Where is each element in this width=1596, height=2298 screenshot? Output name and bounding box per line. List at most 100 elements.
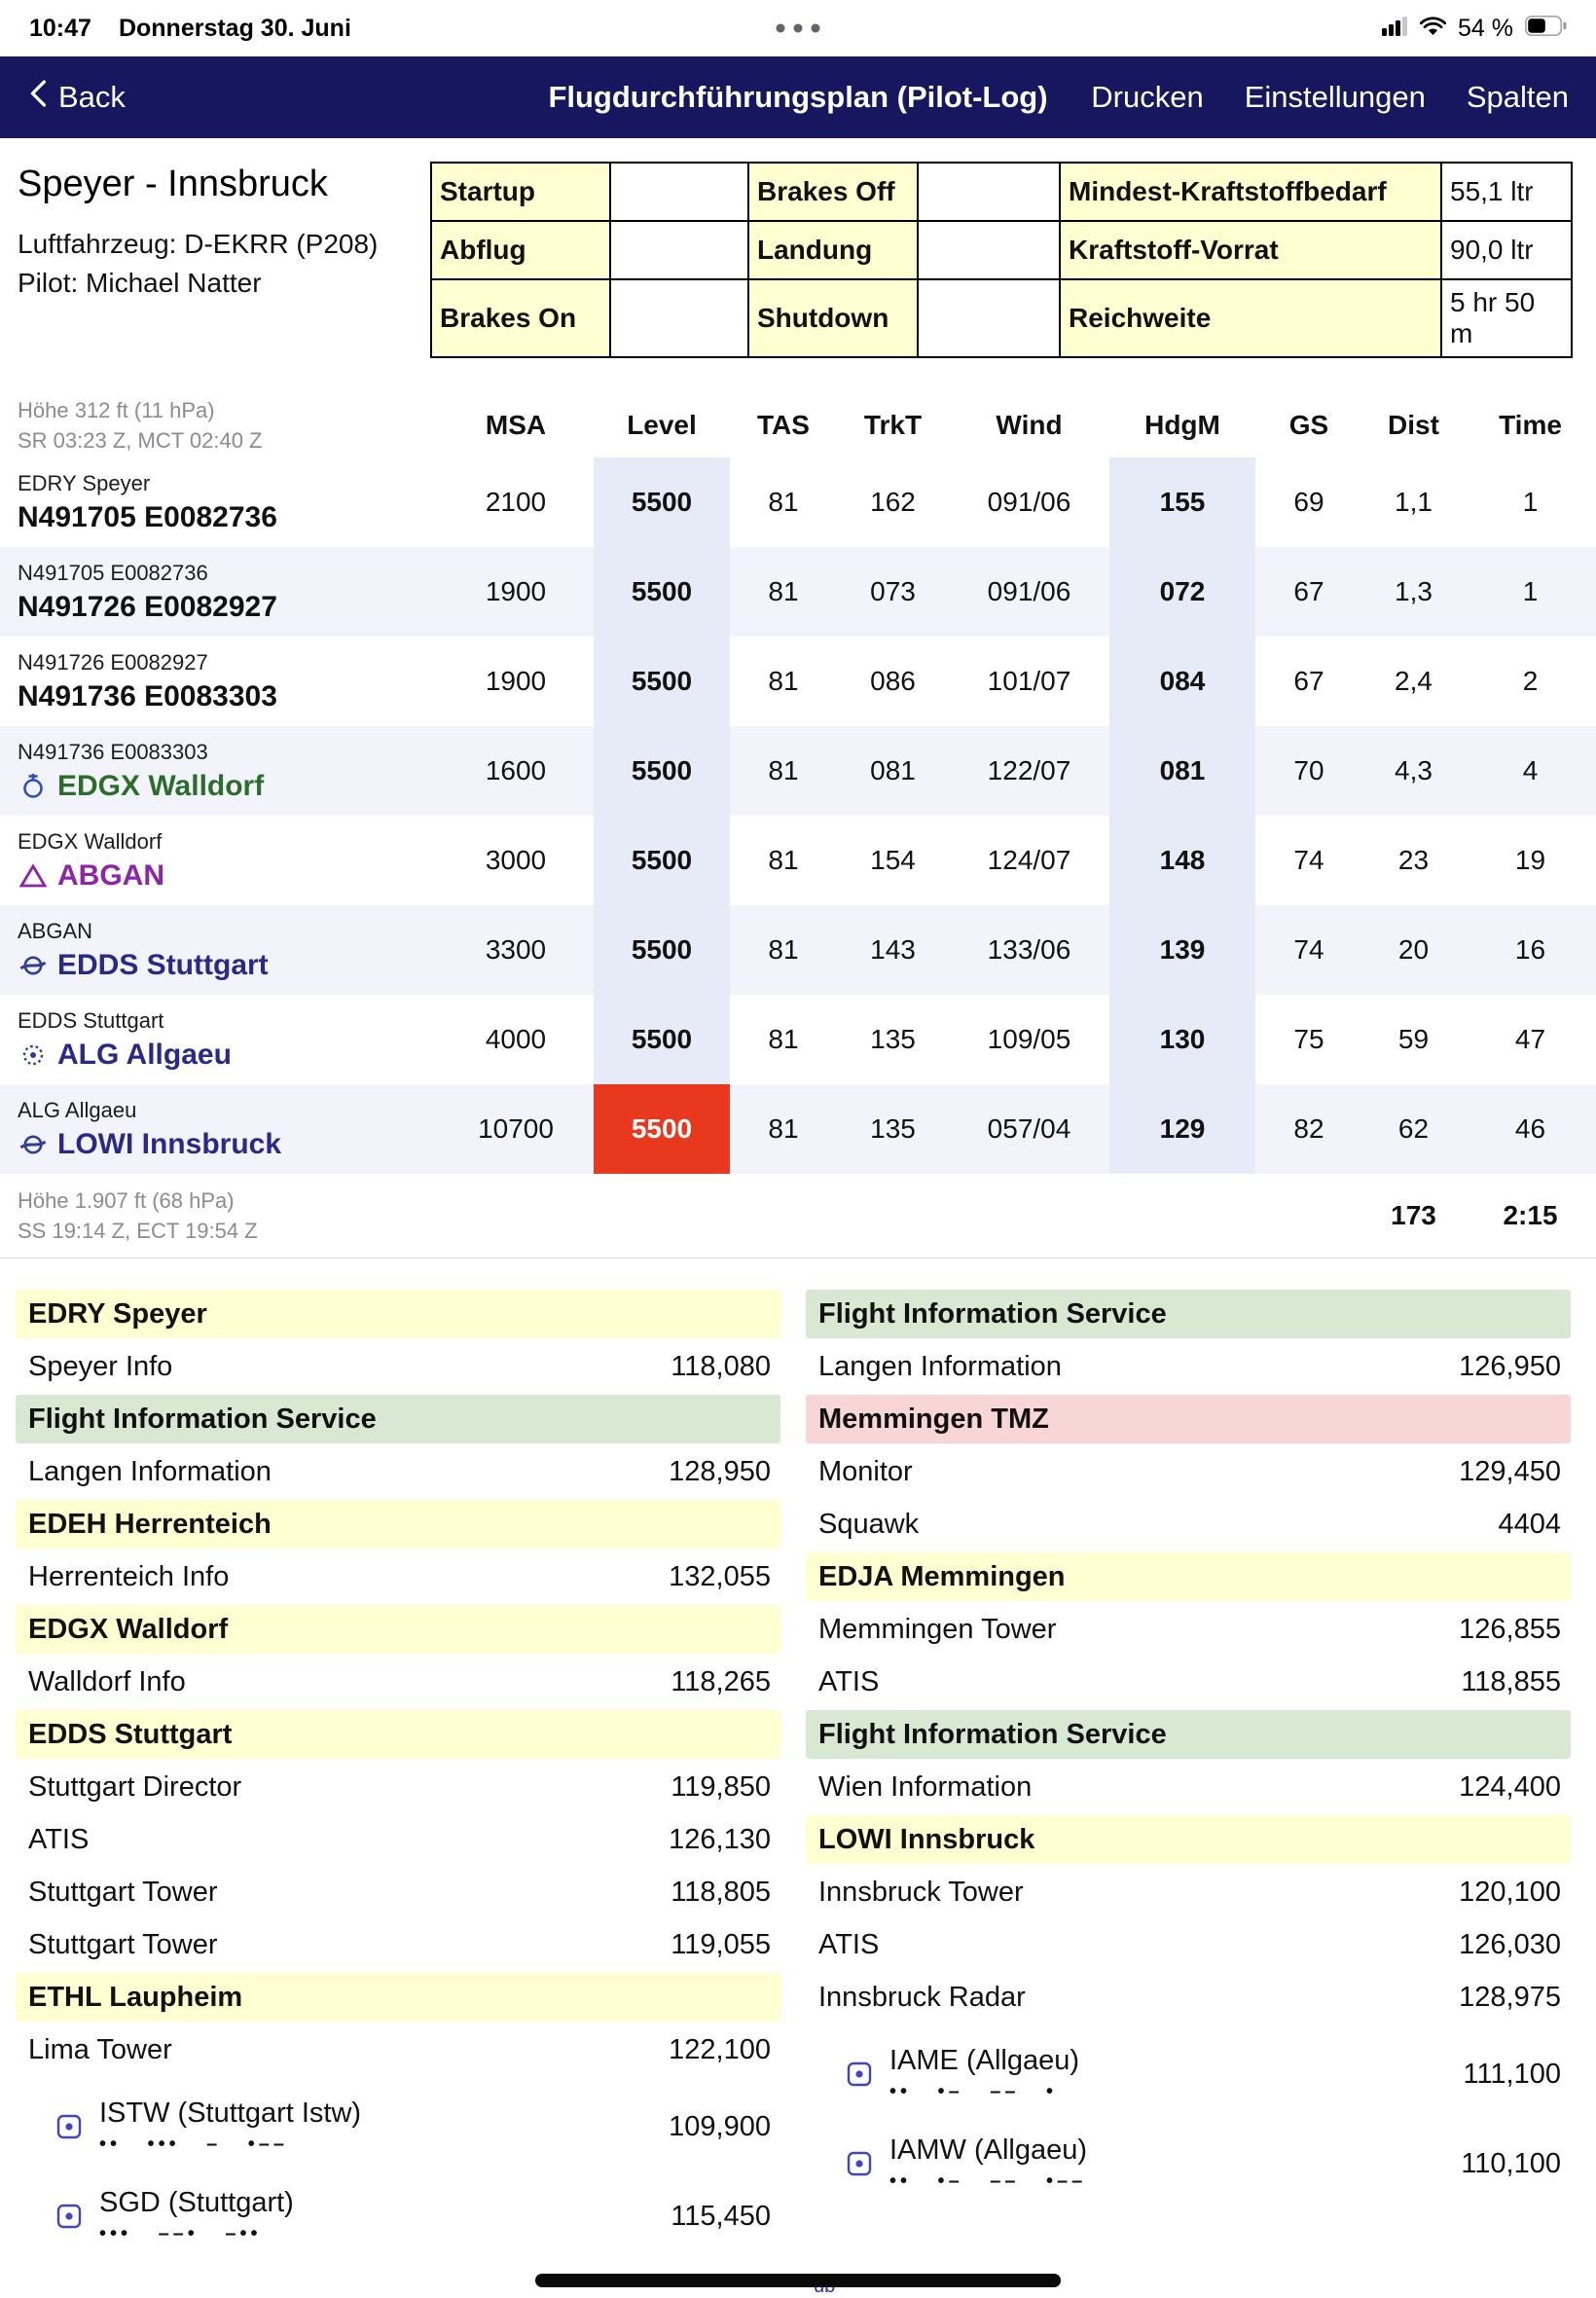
freq-value: 4404 [1498, 1508, 1561, 1540]
brakes-off-value-cell[interactable] [917, 162, 1061, 222]
brakes-on-value-cell[interactable] [609, 278, 749, 358]
msa-value: 1600 [485, 755, 547, 785]
freq-name: Langen Information [818, 1350, 1062, 1382]
log-row-7[interactable]: EDDS Stuttgart ALG Allgaeu 4000 5500 81 … [0, 995, 1596, 1084]
msa-value: 2100 [485, 487, 547, 517]
freq-row: Monitor 129,450 [806, 1445, 1571, 1498]
log-row-2[interactable]: N491705 E0082736 N491726 E0082927 1900 5… [0, 547, 1596, 637]
back-button[interactable]: Back [27, 78, 126, 117]
startup-value-cell[interactable] [609, 162, 749, 222]
freq-name: ATIS [28, 1823, 90, 1855]
freq-row: Innsbruck Radar 128,975 [806, 1971, 1571, 2024]
fuel-label: Kraftstoff-Vorrat [1059, 220, 1442, 280]
freq-section-header: EDRY Speyer [16, 1290, 780, 1338]
freq-name: Walldorf Info [28, 1665, 186, 1697]
freq-value: 126,130 [669, 1823, 771, 1855]
log-row-5[interactable]: EDGX Walldorf ABGAN 3000 5500 81 154 124… [0, 816, 1596, 905]
navaid-name: IAME (Allgaeu) [889, 2045, 1080, 2076]
freq-name: Monitor [818, 1455, 913, 1487]
freq-row: Innsbruck Tower 120,100 [806, 1866, 1571, 1918]
time-value: 47 [1514, 1024, 1546, 1054]
tas-value: 81 [768, 845, 799, 875]
msa-value: 3000 [485, 845, 547, 875]
pilot-line: Pilot: Michael Natter [18, 268, 262, 298]
time-value: 2 [1522, 666, 1539, 696]
freq-name: Stuttgart Tower [28, 1928, 218, 1960]
freq-section-header: ETHL Laupheim [16, 1973, 780, 2022]
leg-to: LOWI Innsbruck [18, 1128, 281, 1161]
freq-row: ATIS 126,130 [16, 1813, 780, 1866]
freq-row: Stuttgart Tower 119,055 [16, 1918, 780, 1971]
shutdown-value-cell[interactable] [917, 278, 1061, 358]
leg-from: EDDS Stuttgart [18, 1007, 164, 1033]
tas-value: 81 [768, 1024, 799, 1054]
tas-value: 81 [768, 487, 799, 517]
trkt-value: 154 [870, 845, 916, 875]
battery-icon [1525, 15, 1567, 43]
freq-row: Stuttgart Director 119,850 [16, 1761, 780, 1813]
freq-value: 119,055 [671, 1928, 771, 1960]
freq-value: 126,855 [1459, 1613, 1561, 1645]
hdgm-value: 072 [1109, 547, 1255, 637]
gs-value: 69 [1293, 487, 1324, 517]
log-row-8[interactable]: ALG Allgaeu LOWI Innsbruck 10700 5500 81… [0, 1084, 1596, 1174]
freq-name: Herrenteich Info [28, 1560, 230, 1592]
range-label: Reichweite [1059, 278, 1442, 358]
log-row-4[interactable]: N491736 E0083303 EDGX Walldorf 1600 5500… [0, 726, 1596, 816]
dist-value: 59 [1397, 1024, 1430, 1054]
level-value: 5500 [594, 547, 730, 637]
col-trkt: TrkT [863, 410, 923, 440]
abflug-label: Abflug [430, 220, 611, 280]
page-title: Flugdurchführungsplan (Pilot-Log) [548, 80, 1048, 114]
date: Donnerstag 30. Juni [118, 14, 351, 42]
glider-site-icon [18, 771, 49, 802]
print-button[interactable]: Drucken [1091, 80, 1204, 114]
wifi-icon [1419, 15, 1447, 43]
freq-value: 109,900 [669, 2110, 771, 2142]
settings-button[interactable]: Einstellungen [1244, 80, 1426, 114]
landung-value-cell[interactable] [917, 220, 1061, 280]
hdgm-value: 129 [1109, 1084, 1255, 1174]
leg-from: N491726 E0082927 [18, 649, 208, 675]
col-time: Time [1499, 410, 1562, 440]
tas-value: 81 [768, 934, 799, 965]
freq-name: Innsbruck Radar [818, 1981, 1026, 2013]
navaid-toggle-icon[interactable] [56, 2114, 82, 2139]
level-value: 5500 [594, 995, 730, 1084]
freq-name: Langen Information [28, 1455, 272, 1487]
level-value: 5500 [594, 726, 730, 816]
navaid-toggle-icon[interactable] [56, 2204, 82, 2229]
nav-bar: Back Flugdurchführungsplan (Pilot-Log) D… [0, 56, 1596, 138]
freq-section-header: EDDS Stuttgart [16, 1710, 780, 1759]
log-row-6[interactable]: ABGAN EDDS Stuttgart 3300 5500 81 143 13… [0, 905, 1596, 995]
msa-value: 3300 [485, 934, 547, 965]
hdgm-value: 084 [1109, 637, 1255, 726]
freq-value: 124,400 [1459, 1770, 1561, 1803]
time-value: 19 [1514, 845, 1546, 875]
hdgm-value: 081 [1109, 726, 1255, 816]
tas-value: 81 [768, 576, 799, 606]
freq-section-header: Flight Information Service [806, 1290, 1571, 1338]
landung-label: Landung [747, 220, 919, 280]
destination-note: Höhe 1.907 ft (68 hPa) SS 19:14 Z, ECT 1… [18, 1187, 258, 1243]
freq-value: 118,265 [671, 1665, 771, 1697]
log-header-row: Höhe 312 ft (11 hPa) SR 03:23 Z, MCT 02:… [0, 393, 1596, 457]
log-row-1[interactable]: EDRY Speyer N491705 E0082736 2100 5500 8… [0, 457, 1596, 547]
log-row-3[interactable]: N491726 E0082927 N491736 E0083303 1900 5… [0, 637, 1596, 726]
navaid-morse: ••• ––• –•• [99, 2223, 262, 2244]
freq-name: ATIS [818, 1928, 880, 1960]
level-value: 5500 [594, 457, 730, 547]
cellular-signal-icon [1382, 15, 1408, 43]
flight-header: Speyer - Innsbruck Luftfahrzeug: D-EKRR … [0, 138, 1596, 358]
gs-value: 74 [1293, 934, 1324, 965]
home-indicator[interactable] [535, 2274, 1061, 2287]
navaid-toggle-icon[interactable] [847, 2061, 872, 2087]
abflug-value-cell[interactable] [609, 220, 749, 280]
navaid-name: IAMW (Allgaeu) [889, 2134, 1088, 2166]
tas-value: 81 [768, 666, 799, 696]
freq-name: Stuttgart Director [28, 1770, 242, 1803]
status-bar: 10:47 Donnerstag 30. Juni 54 % [0, 0, 1596, 56]
freq-value: 110,100 [1461, 2147, 1561, 2179]
columns-button[interactable]: Spalten [1466, 80, 1569, 114]
navaid-toggle-icon[interactable] [847, 2151, 872, 2176]
